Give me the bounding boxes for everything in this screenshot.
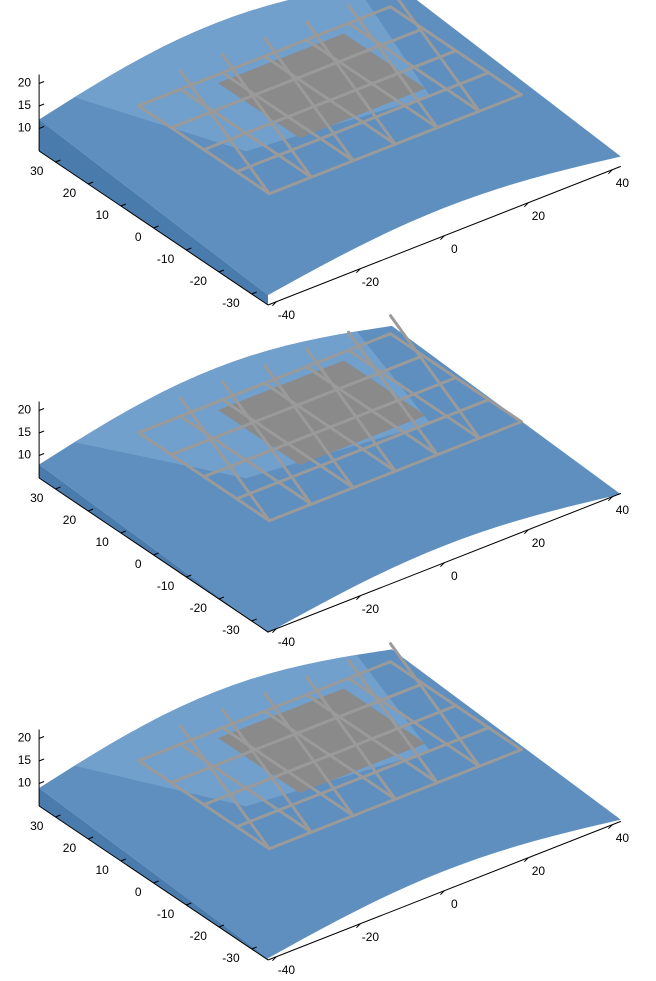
y-tick-label: 0: [135, 557, 142, 571]
y-tick-label: 0: [135, 230, 142, 244]
z-tick: [39, 104, 44, 106]
x-tick-label: 0: [451, 897, 458, 911]
x-tick-label: -20: [362, 930, 380, 944]
z-tick-label: 10: [18, 448, 32, 462]
y-tick-label: -20: [190, 929, 208, 943]
z-tick-label: 15: [18, 425, 32, 439]
x-tick-label: 40: [616, 831, 630, 845]
figure: -40 -20 0 20 40 -30 -20 -10 0 10 20 30 10 15 20 -40 -20 0…: [0, 0, 656, 981]
x-tick-label: 0: [451, 569, 458, 583]
z-tick: [39, 431, 44, 433]
y-tick-label: -10: [157, 252, 175, 266]
z-tick: [39, 454, 44, 456]
y-tick-label: -10: [157, 907, 175, 921]
z-tick: [39, 737, 44, 739]
y-tick-label: 20: [63, 513, 77, 527]
y-tick-label: -10: [157, 579, 175, 593]
z-tick-label: 15: [18, 753, 32, 767]
x-tick-label: -40: [278, 635, 296, 649]
y-tick-label: -20: [190, 274, 208, 288]
y-tick-label: 20: [63, 841, 77, 855]
y-tick-label: 0: [135, 885, 142, 899]
y-tick-label: 30: [30, 164, 44, 178]
x-tick-label: 20: [532, 536, 546, 550]
x-tick-label: -40: [278, 963, 296, 977]
z-tick-label: 15: [18, 98, 32, 112]
y-tick-label: 20: [63, 186, 77, 200]
x-tick-label: 20: [532, 864, 546, 878]
x-tick-label: -20: [362, 275, 380, 289]
z-tick-label: 10: [18, 121, 32, 135]
y-tick-label: -20: [190, 601, 208, 615]
y-tick-label: 10: [95, 535, 109, 549]
z-tick-label: 20: [18, 403, 32, 417]
z-tick: [39, 409, 44, 411]
z-tick-label: 20: [18, 76, 32, 90]
x-tick-label: 40: [616, 176, 630, 190]
x-tick-label: 0: [451, 242, 458, 256]
y-tick-label: -30: [222, 951, 240, 965]
x-tick-label: 40: [616, 503, 630, 517]
y-tick-label: 10: [95, 208, 109, 222]
z-tick-label: 10: [18, 776, 32, 790]
x-tick-label: -20: [362, 602, 380, 616]
panel: -40 -20 0 20 40 -30 -20 -10 0 10 20 30 10 15 20: [18, 316, 630, 649]
z-tick: [39, 82, 44, 84]
panel: -40 -20 0 20 40 -30 -20 -10 0 10 20 30 10 15 20: [18, 0, 630, 322]
y-tick-label: 10: [95, 863, 109, 877]
z-tick: [39, 759, 44, 761]
y-tick-label: -30: [222, 296, 240, 310]
x-tick-label: 20: [532, 209, 546, 223]
x-tick-label: -40: [278, 308, 296, 322]
y-tick-label: 30: [30, 491, 44, 505]
y-tick-label: 30: [30, 819, 44, 833]
panel: -40 -20 0 20 40 -30 -20 -10 0 10 20 30 10 15 20: [18, 644, 630, 977]
z-tick: [39, 782, 44, 784]
z-tick-label: 20: [18, 731, 32, 745]
y-tick-label: -30: [222, 623, 240, 637]
